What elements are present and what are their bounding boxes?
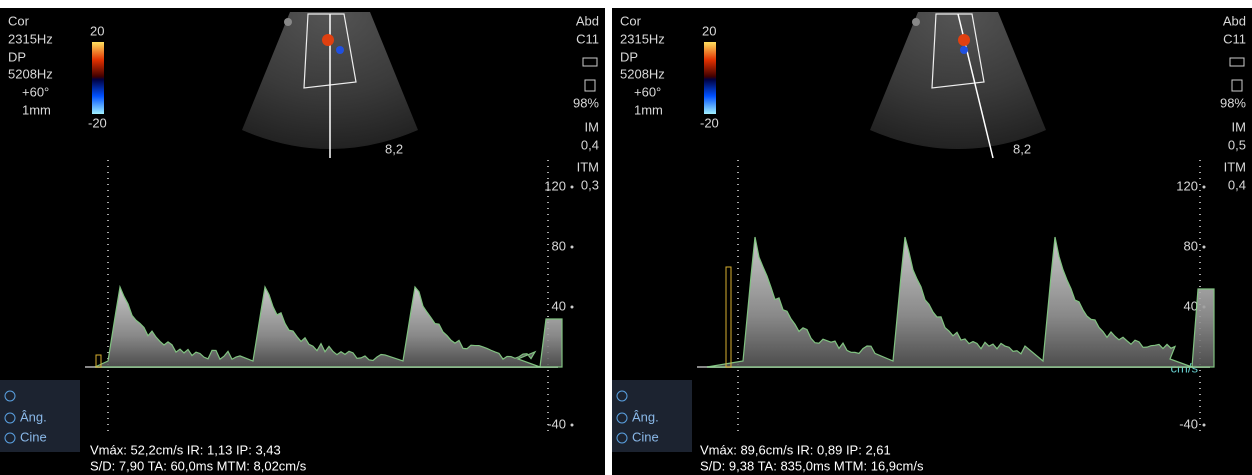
flow-color [336, 46, 344, 54]
color-max: 20 [702, 23, 716, 38]
info-itm: 0,4 [1228, 177, 1246, 192]
info-mode: Cor [8, 13, 30, 28]
info-preset: Abd [576, 13, 599, 28]
scale-label: 80 [1184, 238, 1198, 253]
info-itm: 0,3 [581, 177, 599, 192]
depth: 8,2 [1013, 141, 1031, 156]
info-angle: +60° [634, 84, 661, 99]
info-dp: DP [8, 49, 26, 64]
ultrasound-screen: 8,2 Cor 2315Hz DP 5208Hz +60° 1mm 20 -20 Abd C11 98… [0, 0, 1252, 475]
info-im: 0,5 [1228, 137, 1246, 152]
info-mode: Cor [620, 13, 642, 28]
info-gate: 1mm [22, 102, 51, 117]
depth: 8,2 [385, 141, 403, 156]
scale-label: 40 [552, 298, 566, 313]
info-preset: Abd [1223, 13, 1246, 28]
scale-dot [571, 306, 574, 309]
scale-label: 80 [552, 238, 566, 253]
orientation-dot [284, 18, 292, 26]
info-freq: 2315Hz [620, 31, 665, 46]
color-bar [704, 42, 716, 114]
info-probe: C11 [1223, 31, 1246, 46]
info-prf: 5208Hz [620, 66, 665, 81]
flow-color [322, 34, 334, 46]
menu-item: Cine [20, 429, 47, 444]
info-power: 98% [1220, 95, 1246, 110]
measurement-result: Vmáx: 89,6cm/s IR: 0,89 IP: 2,61 [700, 442, 891, 457]
info-power: 98% [573, 95, 599, 110]
menu-item: Âng. [632, 409, 659, 424]
info-prf: 5208Hz [8, 66, 53, 81]
color-min: -20 [700, 115, 719, 130]
color-min: -20 [88, 115, 107, 130]
info-gate: 1mm [634, 102, 663, 117]
scale-dot [1203, 424, 1206, 427]
info-im-label: IM [1232, 119, 1246, 134]
scale-dot [571, 186, 574, 189]
info-im: 0,4 [581, 137, 599, 152]
info-freq: 2315Hz [8, 31, 53, 46]
measurement-result: S/D: 7,90 TA: 60,0ms MTM: 8,02cm/s [90, 458, 307, 473]
color-bar [92, 42, 104, 114]
measurement-result: Vmáx: 52,2cm/s IR: 1,13 IP: 3,43 [90, 442, 281, 457]
doppler-panel: 8,2 Cor 2315Hz DP 5208Hz +60° 1mm 20 -20 Abd C11 98… [0, 8, 605, 475]
flow-color [960, 46, 968, 54]
scale-dot [1203, 186, 1206, 189]
info-im-label: IM [585, 119, 599, 134]
scale-label: 120 [544, 178, 566, 193]
menu-item: Cine [632, 429, 659, 444]
info-itm-label: ITM [577, 159, 599, 174]
scale-label: 120 [1176, 178, 1198, 193]
flow-color [958, 34, 970, 46]
doppler-panel: 8,2 Cor 2315Hz DP 5208Hz +60° 1mm 20 -20 Abd C11 98… [612, 8, 1252, 475]
scale-label: -40 [547, 416, 566, 431]
scale-dot [1203, 246, 1206, 249]
color-max: 20 [90, 23, 104, 38]
info-probe: C11 [576, 31, 599, 46]
scale-dot [571, 424, 574, 427]
menu-item: Âng. [20, 409, 47, 424]
measurement-result: S/D: 9,38 TA: 835,0ms MTM: 16,9cm/s [700, 458, 924, 473]
scale-label: -40 [1179, 416, 1198, 431]
orientation-dot [912, 18, 920, 26]
scale-dot [571, 246, 574, 249]
info-angle: +60° [22, 84, 49, 99]
info-itm-label: ITM [1224, 159, 1246, 174]
info-dp: DP [620, 49, 638, 64]
